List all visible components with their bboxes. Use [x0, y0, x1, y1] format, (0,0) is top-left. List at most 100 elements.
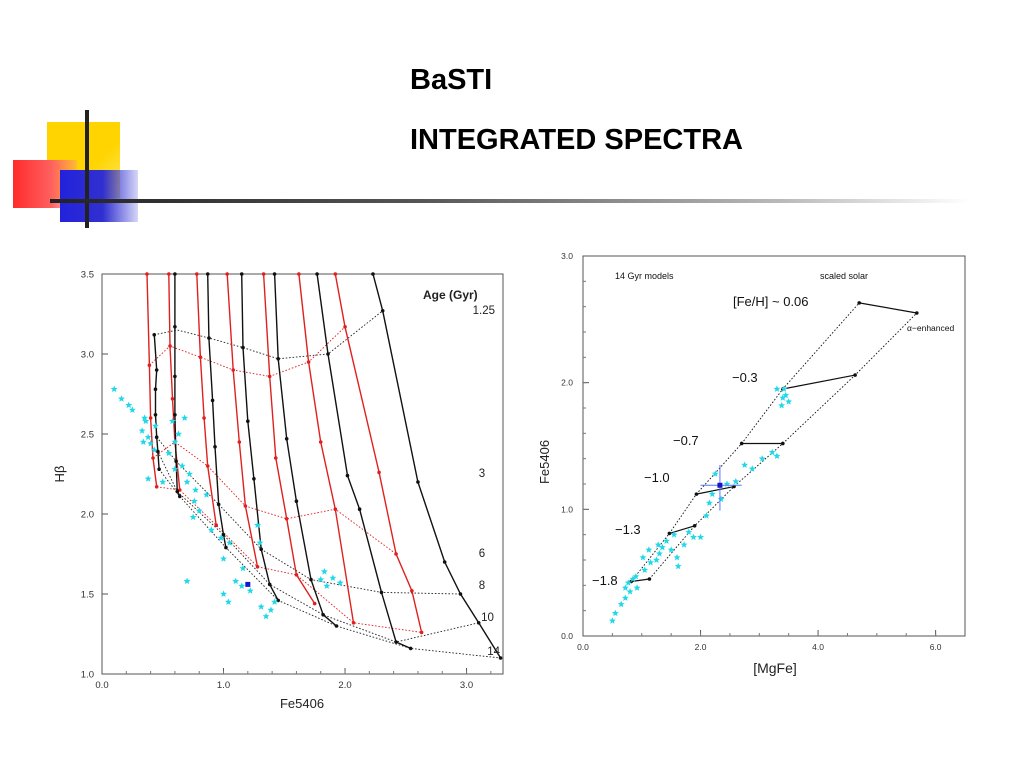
observation-point: [220, 555, 227, 562]
observation-point: [129, 406, 136, 413]
isochron-line: [157, 451, 479, 643]
observation-point: [667, 546, 675, 553]
isochron-line: [149, 326, 346, 377]
observation-point: [254, 521, 261, 529]
xaxis-label: [MgFe]: [753, 660, 797, 676]
observation-point: [138, 427, 146, 434]
observation-point: [183, 577, 191, 585]
observation-point: [611, 609, 619, 617]
y-tick-label: 3.5: [81, 270, 94, 281]
observation-point: [239, 564, 247, 572]
observation-point: [629, 575, 637, 582]
feh-label: −1.8: [592, 573, 618, 588]
observation-point: [703, 512, 710, 519]
observation-point: [150, 446, 158, 453]
y-tick-label: 0.0: [561, 631, 573, 641]
observation-point: [171, 465, 179, 473]
red-metallicity-track: [262, 273, 316, 604]
age-label: 10: [481, 612, 494, 624]
black-track-node: [294, 499, 299, 503]
black-track-node: [246, 419, 250, 423]
observation-point: [142, 417, 150, 425]
black-track-node: [152, 333, 157, 337]
observation-point: [317, 576, 325, 583]
observation-point: [141, 414, 148, 421]
observation-point: [653, 556, 660, 563]
model-node: [853, 373, 857, 377]
black-track-node: [221, 533, 226, 537]
feh-label: −0.3: [732, 370, 758, 385]
black-track-node: [239, 272, 244, 276]
red-track-node: [148, 416, 153, 420]
isochron-line: [156, 486, 422, 633]
black-track-node: [357, 507, 362, 511]
black-track-node: [157, 467, 161, 471]
black-metallicity-track: [241, 273, 279, 601]
red-track-node: [255, 565, 260, 569]
x-tick-label: 3.0: [460, 680, 473, 691]
metallicity-connector: [696, 485, 735, 495]
observation-point: [658, 543, 666, 551]
observation-point: [144, 433, 152, 441]
black-track-node: [276, 357, 280, 361]
red-track-node: [151, 456, 155, 460]
observation-point: [645, 546, 653, 553]
model-node: [857, 301, 862, 305]
black-metallicity-track: [273, 273, 337, 627]
red-track-node: [318, 440, 323, 444]
yaxis-label: Fe5406: [537, 440, 552, 484]
black-track-node: [174, 459, 178, 463]
black-track-node: [379, 590, 384, 595]
observation-point: [748, 465, 756, 472]
observation-point: [195, 507, 203, 514]
observation-point: [723, 480, 731, 487]
models-label: 14 Gyr models: [615, 271, 674, 281]
observation-point: [639, 553, 647, 561]
highlight-point: [245, 581, 251, 587]
observation-point: [617, 600, 625, 608]
y-tick-label: 3.0: [81, 350, 94, 361]
observation-point: [336, 579, 344, 586]
observation-point: [246, 587, 254, 594]
isochron-line: [158, 468, 501, 659]
observation-point: [782, 391, 790, 399]
y-tick-label: 2.0: [561, 378, 573, 388]
metallicity-connector: [669, 525, 695, 534]
red-track-node: [202, 416, 206, 420]
black-track-node: [154, 435, 159, 439]
red-track-node: [377, 470, 381, 475]
observation-point: [144, 475, 152, 482]
red-track-node: [419, 630, 424, 635]
black-track-node: [216, 502, 221, 507]
observation-point: [758, 455, 766, 462]
y-tick-label: 3.0: [561, 251, 573, 261]
observation-point: [673, 553, 681, 561]
black-track-node: [309, 577, 313, 582]
black-track-node: [213, 445, 217, 449]
red-track-node: [243, 504, 248, 508]
hbeta-fe5406-chart: 0.0 1.0 2.0 3.01.01.52.02.53.03.51.25368101…: [52, 270, 504, 711]
red-track-node: [267, 374, 272, 379]
red-track-node: [294, 573, 299, 577]
observation-point: [110, 385, 118, 393]
observation-point: [189, 513, 197, 521]
slide-title: BaSTI: [410, 64, 493, 96]
scaled-solar-label: scaled solar: [820, 271, 868, 281]
red-track-node: [394, 552, 398, 556]
observation-point: [711, 470, 719, 477]
observation-point: [674, 562, 682, 570]
red-track-node: [333, 507, 338, 511]
red-track-node: [343, 325, 347, 329]
plot-frame: [582, 255, 966, 637]
observation-point: [186, 470, 193, 477]
plot-frame: [101, 273, 504, 675]
observation-point: [656, 550, 663, 557]
observation-point: [633, 584, 641, 591]
observation-point: [697, 533, 704, 541]
y-tick-label: 1.0: [81, 670, 94, 681]
red-track-node: [147, 363, 152, 367]
x-tick-label: 4.0: [812, 642, 824, 652]
black-track-node: [442, 560, 447, 564]
black-track-node: [284, 437, 289, 441]
black-track-node: [408, 646, 413, 651]
